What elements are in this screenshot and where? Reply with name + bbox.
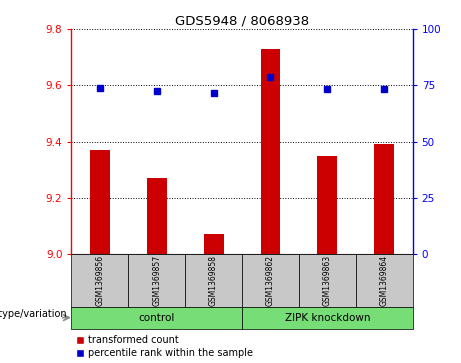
Text: GSM1369863: GSM1369863 <box>323 255 332 306</box>
Text: GSM1369857: GSM1369857 <box>152 255 161 306</box>
Title: GDS5948 / 8068938: GDS5948 / 8068938 <box>175 15 309 28</box>
Text: GSM1369862: GSM1369862 <box>266 255 275 306</box>
Legend: transformed count, percentile rank within the sample: transformed count, percentile rank withi… <box>77 335 253 358</box>
Text: GSM1369858: GSM1369858 <box>209 255 218 306</box>
Text: control: control <box>139 313 175 323</box>
Bar <box>374 144 394 254</box>
Text: GSM1369864: GSM1369864 <box>380 255 389 306</box>
Text: genotype/variation: genotype/variation <box>0 309 67 319</box>
Text: ZIPK knockdown: ZIPK knockdown <box>284 313 370 323</box>
Bar <box>90 150 110 254</box>
Bar <box>204 234 224 254</box>
Bar <box>147 178 167 254</box>
Bar <box>260 49 280 254</box>
Bar <box>317 156 337 254</box>
Text: GSM1369856: GSM1369856 <box>95 255 104 306</box>
